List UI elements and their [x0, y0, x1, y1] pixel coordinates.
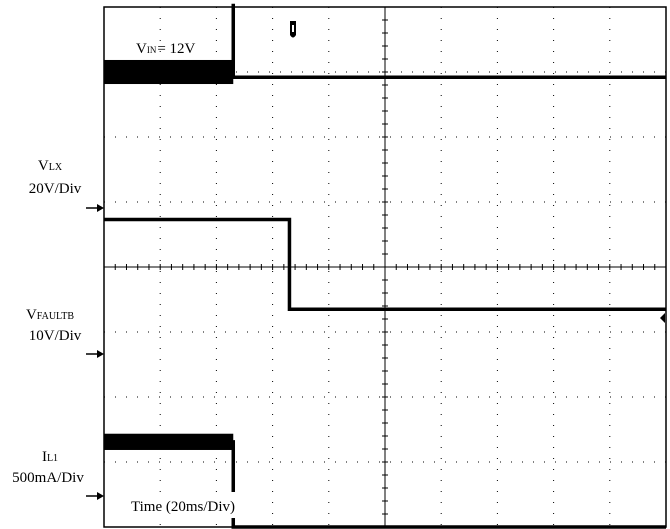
channel-2-arrow-icon	[86, 350, 104, 358]
reference-marker-icon	[660, 313, 665, 323]
grid	[103, 6, 667, 528]
channel-1-scale: 20V/Div	[29, 181, 82, 197]
channel-1-arrow-icon	[86, 204, 104, 212]
channel-2-scale: 10V/Div	[29, 328, 82, 344]
trace-il1-switching-band	[104, 433, 234, 450]
vin-label: VIN= 12V	[136, 41, 196, 57]
trace-vfaultb	[104, 217, 666, 311]
channel-3-arrow-icon	[86, 492, 104, 500]
time-label: Time (20ms/Div)	[131, 499, 235, 515]
time-label-box	[120, 492, 267, 518]
l1-label: L1= 47µH	[136, 66, 198, 82]
channel-3-name: IL1	[42, 449, 58, 465]
channel-1-name: VLX	[38, 158, 63, 174]
trace-vlx-switching-band	[104, 59, 234, 85]
channel-3-scale: 500mA/Div	[12, 470, 84, 486]
channel-2-name: VFAULTB	[26, 307, 74, 323]
trigger-marker-icon	[290, 21, 296, 38]
scope-frame	[103, 6, 667, 528]
